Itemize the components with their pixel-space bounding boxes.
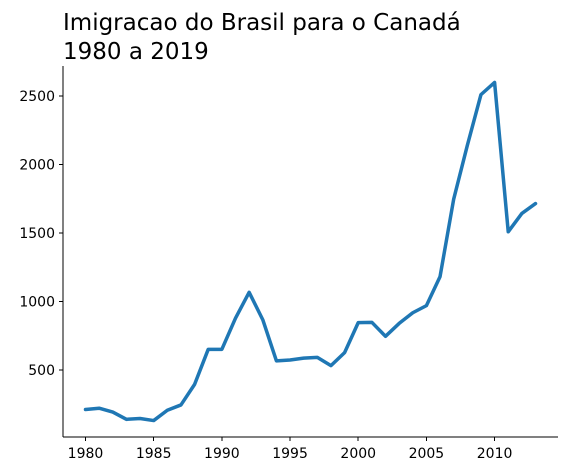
- x-tick-label: 1980: [68, 446, 104, 462]
- axes: [63, 66, 558, 437]
- x-tick-label: 1995: [272, 446, 308, 462]
- x-tick-label: 2000: [340, 446, 376, 462]
- y-axis-ticks: 500 1000 1500 2000 2500: [19, 89, 63, 379]
- y-tick-label: 1000: [19, 294, 55, 310]
- x-axis-ticks: 1980 1985 1990 1995 2000 2005 2010: [68, 437, 513, 462]
- y-tick-label: 1500: [19, 226, 55, 242]
- x-tick-label: 1985: [136, 446, 172, 462]
- x-tick-label: 1990: [204, 446, 240, 462]
- y-tick-label: 500: [28, 363, 55, 379]
- x-tick-label: 2005: [409, 446, 445, 462]
- y-tick-label: 2000: [19, 157, 55, 173]
- chart-title-line-1: Imigracao do Brasil para o Canadá: [63, 10, 461, 36]
- x-tick-label: 2010: [477, 446, 513, 462]
- chart-title-line-2: 1980 a 2019: [63, 39, 209, 65]
- series-layer: [86, 82, 536, 420]
- series-line: [86, 82, 536, 420]
- y-tick-label: 2500: [19, 89, 55, 105]
